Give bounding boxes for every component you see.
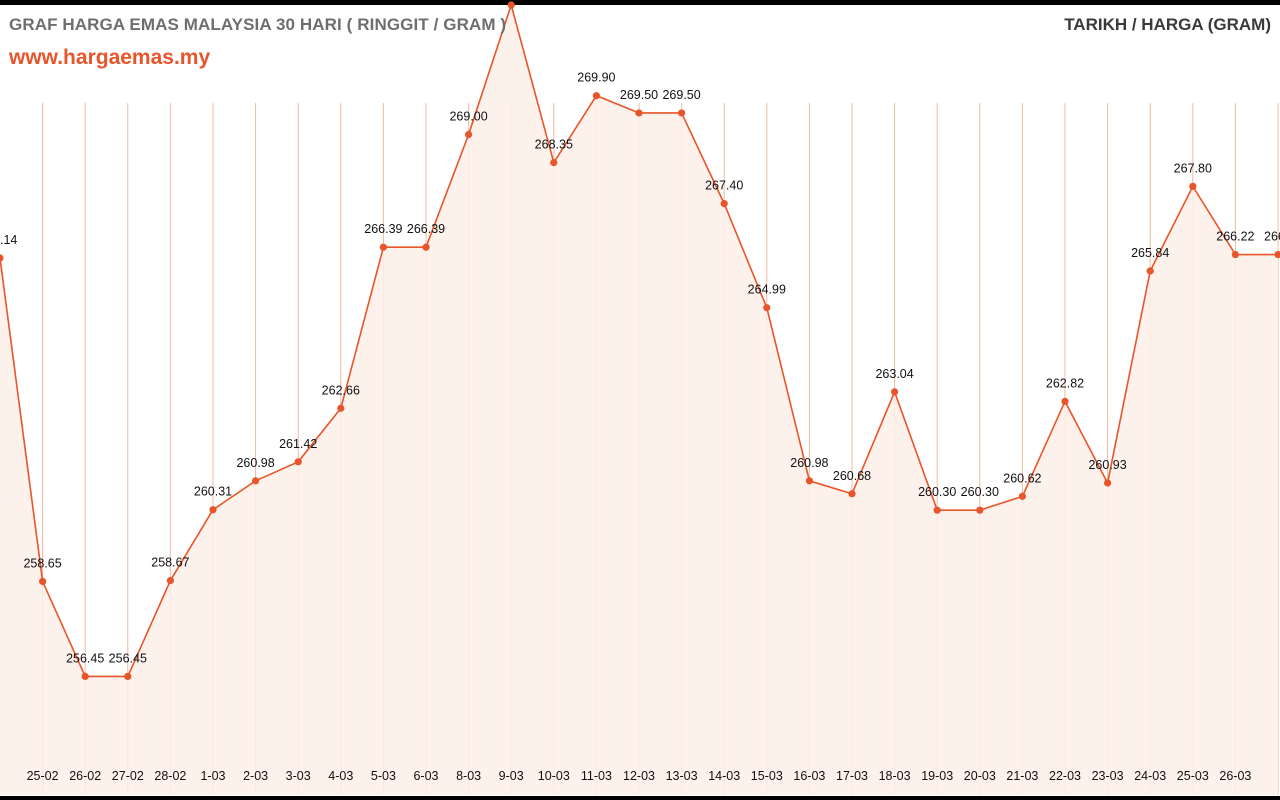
chart-title: GRAF HARGA EMAS MALAYSIA 30 HARI ( RINGG… bbox=[9, 15, 507, 34]
value-label-8: 262.66 bbox=[322, 383, 360, 397]
data-point-1 bbox=[39, 577, 47, 586]
x-tick-label-10: 6-03 bbox=[413, 769, 438, 783]
data-point-8 bbox=[337, 404, 345, 412]
data-point-11 bbox=[465, 130, 473, 139]
value-label-19: 260.98 bbox=[790, 456, 828, 470]
x-tick-label-24: 21-03 bbox=[1006, 769, 1038, 783]
x-tick-label-27: 24-03 bbox=[1134, 769, 1166, 783]
value-label-24: 260.62 bbox=[1003, 471, 1041, 485]
value-label-16: 269.50 bbox=[662, 88, 700, 102]
value-label-13: 268.35 bbox=[535, 138, 573, 152]
data-point-16 bbox=[678, 109, 686, 117]
x-tick-label-22: 19-03 bbox=[921, 769, 953, 783]
x-tick-label-9: 5-03 bbox=[371, 769, 396, 783]
x-tick-label-23: 20-03 bbox=[964, 769, 996, 783]
x-tick-label-15: 12-03 bbox=[623, 769, 655, 783]
data-point-4 bbox=[166, 576, 174, 585]
x-tick-label-29: 26-03 bbox=[1219, 769, 1251, 783]
value-label-10: 266.39 bbox=[407, 222, 445, 236]
data-point-20 bbox=[848, 490, 856, 498]
x-tick-label-2: 26-02 bbox=[69, 769, 101, 783]
x-tick-label-3: 27-02 bbox=[112, 769, 144, 783]
data-point-30 bbox=[1274, 250, 1280, 259]
value-label-0: .14 bbox=[0, 233, 17, 247]
x-tick-label-17: 14-03 bbox=[708, 769, 740, 783]
data-points bbox=[0, 1, 1280, 680]
x-tick-label-8: 4-03 bbox=[328, 769, 353, 783]
value-label-4: 258.67 bbox=[151, 556, 189, 570]
value-label-17: 267.40 bbox=[705, 179, 743, 193]
x-tick-label-16: 13-03 bbox=[666, 769, 698, 783]
data-point-9 bbox=[379, 243, 387, 251]
value-label-20: 260.68 bbox=[833, 469, 871, 483]
data-point-18 bbox=[763, 304, 771, 312]
data-point-17 bbox=[720, 200, 728, 208]
value-label-27: 265.84 bbox=[1131, 246, 1169, 260]
x-tick-label-11: 8-03 bbox=[456, 769, 481, 783]
data-point-19 bbox=[805, 477, 814, 485]
data-point-28 bbox=[1189, 182, 1197, 190]
value-label-7: 261.42 bbox=[279, 437, 317, 451]
site-link[interactable]: www.hargaemas.my bbox=[9, 46, 211, 69]
data-point-10 bbox=[422, 243, 430, 251]
data-point-7 bbox=[294, 458, 302, 466]
x-tick-label-12: 9-03 bbox=[499, 769, 524, 783]
x-tick-label-20: 17-03 bbox=[836, 769, 868, 783]
data-point-12 bbox=[507, 1, 515, 9]
value-label-22: 260.30 bbox=[918, 485, 956, 499]
legend-label: TARIKH / HARGA (GRAM) bbox=[1064, 15, 1271, 34]
x-tick-label-25: 22-03 bbox=[1049, 769, 1081, 783]
value-label-25: 262.82 bbox=[1046, 376, 1084, 390]
area-fill bbox=[0, 5, 1278, 795]
x-tick-label-4: 28-02 bbox=[154, 769, 186, 783]
data-point-0 bbox=[0, 254, 4, 262]
value-label-6: 260.98 bbox=[236, 456, 274, 470]
value-label-5: 260.31 bbox=[194, 485, 232, 499]
x-axis-labels: 25-02 26-02 27-02 28-02 1-03 2-03 3-03 4-03 5-03… bbox=[27, 769, 1252, 783]
data-point-26 bbox=[1104, 479, 1112, 487]
data-point-25 bbox=[1061, 397, 1069, 405]
data-point-27 bbox=[1146, 267, 1154, 275]
data-point-24 bbox=[1018, 492, 1026, 500]
x-tick-label-5: 1-03 bbox=[200, 769, 225, 783]
data-point-15 bbox=[635, 109, 643, 117]
data-point-14 bbox=[592, 92, 601, 100]
x-tick-label-13: 10-03 bbox=[538, 769, 570, 783]
value-label-3: 256.45 bbox=[109, 651, 147, 665]
x-tick-label-28: 25-03 bbox=[1177, 769, 1209, 783]
value-label-2: 256.45 bbox=[66, 651, 104, 665]
data-point-2 bbox=[81, 672, 89, 680]
x-tick-label-19: 16-03 bbox=[793, 769, 825, 783]
data-point-29 bbox=[1231, 250, 1239, 259]
x-tick-label-18: 15-03 bbox=[751, 769, 783, 783]
value-label-15: 269.50 bbox=[620, 88, 658, 102]
data-point-5 bbox=[209, 506, 217, 514]
value-label-11: 269.00 bbox=[449, 110, 487, 124]
x-tick-label-6: 2-03 bbox=[243, 769, 268, 783]
x-tick-label-1: 25-02 bbox=[27, 769, 59, 783]
data-point-3 bbox=[124, 672, 132, 680]
value-labels: .14 258.65 256.45 256.45 258.67 260.31 260.98 2… bbox=[0, 71, 1280, 666]
value-label-9: 266.39 bbox=[364, 222, 402, 236]
x-tick-label-14: 11-03 bbox=[581, 769, 612, 783]
value-label-29: 266.22 bbox=[1216, 230, 1254, 244]
data-point-22 bbox=[933, 506, 941, 514]
data-point-23 bbox=[976, 506, 984, 514]
x-tick-label-21: 18-03 bbox=[879, 769, 911, 783]
data-point-21 bbox=[891, 388, 899, 396]
value-label-14: 269.90 bbox=[577, 71, 615, 85]
value-label-18: 264.99 bbox=[748, 283, 786, 297]
value-label-21: 263.04 bbox=[875, 367, 913, 381]
value-label-28: 267.80 bbox=[1174, 161, 1212, 175]
value-label-30: 266 bbox=[1264, 230, 1280, 244]
x-tick-label-7: 3-03 bbox=[286, 769, 311, 783]
data-point-13 bbox=[550, 158, 558, 167]
data-point-6 bbox=[252, 477, 260, 485]
value-label-26: 260.93 bbox=[1088, 458, 1126, 472]
value-label-23: 260.30 bbox=[961, 485, 999, 499]
value-label-1: 258.65 bbox=[23, 556, 61, 570]
x-tick-label-26: 23-03 bbox=[1092, 769, 1124, 783]
